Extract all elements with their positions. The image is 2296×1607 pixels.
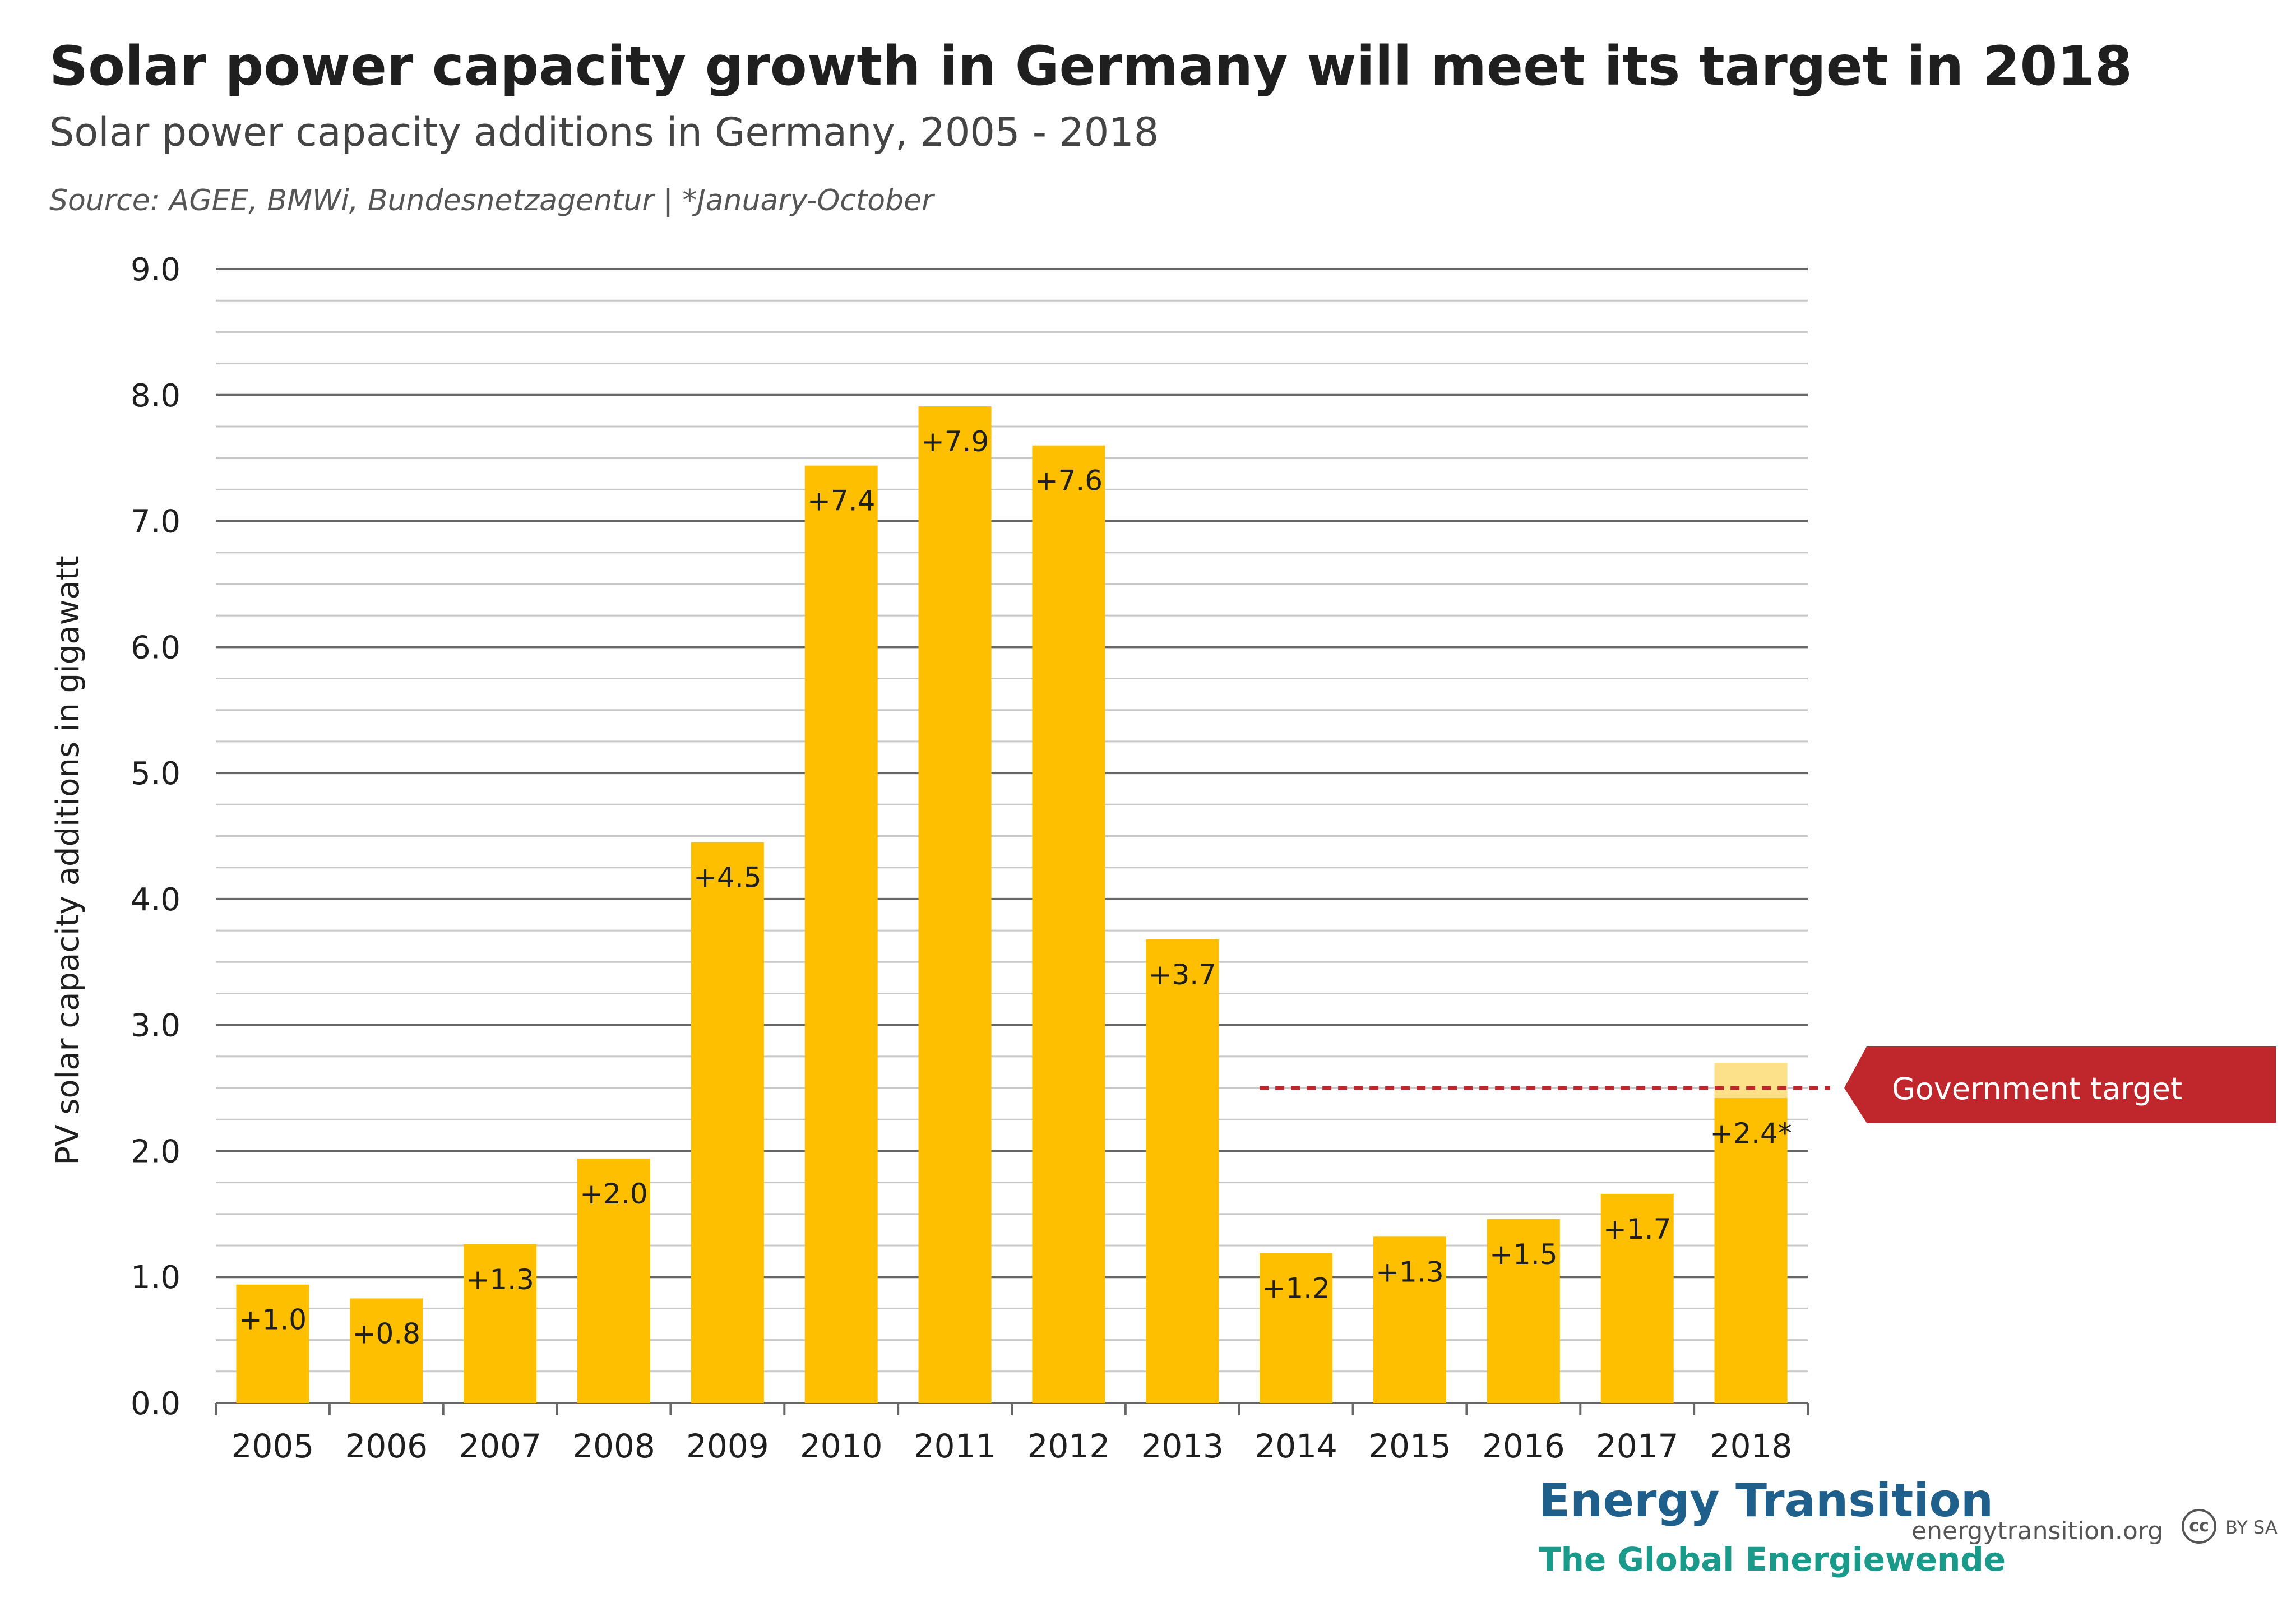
- bar: [1032, 445, 1105, 1403]
- bar: [1714, 1098, 1788, 1403]
- y-tick-label: 2.0: [131, 1133, 180, 1170]
- bar: [1373, 1236, 1446, 1403]
- y-tick-label: 9.0: [131, 252, 180, 288]
- source-note: Source: AGEE, BMWi, Bundesnetzagentur | …: [49, 184, 934, 217]
- bar-value-label: +1.5: [1489, 1238, 1557, 1271]
- bar: [350, 1298, 423, 1403]
- y-tick-label: 7.0: [131, 504, 180, 540]
- x-tick-label: 2014: [1255, 1427, 1337, 1465]
- brand-subtitle: The Global Energiewende: [1539, 1540, 2006, 1578]
- chart-title: Solar power capacity growth in Germany w…: [49, 35, 2132, 98]
- bar: [577, 1158, 650, 1403]
- brand-title: Energy Transition: [1539, 1474, 1994, 1527]
- bar-value-label: +4.5: [693, 862, 761, 894]
- bar: [918, 406, 992, 1403]
- bars: +1.0 +0.8 +1.3 +2.0 +4.5 +7.4 +7.9 +7.6 +3.7 +1.2…: [236, 406, 1792, 1403]
- bar-value-label: +3.7: [1149, 958, 1216, 991]
- y-axis: 0.0 1.0 2.0 3.0 4.0 5.0 6.0 7.0 8.0 9.0: [131, 252, 180, 1422]
- x-tick-label: 2006: [345, 1427, 428, 1465]
- target-annotation: Government target: [1260, 1046, 2276, 1123]
- x-tick-label: 2007: [459, 1427, 541, 1465]
- x-tick-label: 2005: [232, 1427, 314, 1465]
- x-tick-label: 2013: [1141, 1427, 1224, 1465]
- bar-value-label: +2.0: [580, 1178, 647, 1210]
- bar: [236, 1284, 309, 1403]
- bar: [1146, 939, 1219, 1403]
- y-tick-label: 3.0: [131, 1008, 180, 1044]
- x-tick-label: 2018: [1710, 1427, 1793, 1465]
- bar-value-label: +7.9: [921, 425, 989, 458]
- x-tick-label: 2011: [914, 1427, 997, 1465]
- bar-value-label: +1.7: [1603, 1213, 1671, 1245]
- bar: [464, 1244, 537, 1403]
- x-tick-label: 2008: [572, 1427, 655, 1465]
- license-text: BY SA: [2225, 1517, 2278, 1538]
- bar: [1487, 1219, 1560, 1403]
- x-tick-label: 2016: [1482, 1427, 1565, 1465]
- x-tick-label: 2009: [686, 1427, 769, 1465]
- x-tick-label: 2012: [1027, 1427, 1110, 1465]
- bar: [1260, 1253, 1333, 1403]
- y-tick-label: 0.0: [131, 1386, 180, 1422]
- y-tick-label: 1.0: [131, 1259, 180, 1296]
- grid: [216, 268, 1808, 1404]
- x-tick-label: 2010: [800, 1427, 883, 1465]
- bar: [691, 842, 764, 1403]
- x-axis: 2005 2006 2007 2008 2009 2010 2011 2012 2013 2014…: [215, 1403, 1809, 1465]
- bar: [1600, 1193, 1674, 1403]
- target-label: Government target: [1892, 1071, 2182, 1106]
- bar-value-label: +0.8: [353, 1317, 420, 1350]
- target-label-box: [1844, 1046, 2276, 1123]
- bar-value-label: +1.0: [239, 1304, 307, 1336]
- y-tick-label: 6.0: [131, 629, 180, 666]
- x-tick-label: 2017: [1596, 1427, 1679, 1465]
- x-tick-label: 2015: [1368, 1427, 1451, 1465]
- y-tick-label: 5.0: [131, 756, 180, 792]
- chart-subtitle: Solar power capacity additions in German…: [49, 109, 1159, 155]
- y-tick-label: 8.0: [131, 378, 180, 414]
- website-link[interactable]: energytransition.org: [1911, 1517, 2164, 1545]
- bar-value-label: +1.3: [1376, 1256, 1443, 1288]
- bar: [804, 465, 878, 1403]
- creative-commons-icon: cc: [2182, 1509, 2216, 1544]
- bar-value-label: +7.4: [807, 485, 875, 517]
- y-axis-label: PV solar capacity additions in gigawatt: [50, 555, 86, 1165]
- bar-value-label: +1.2: [1262, 1272, 1330, 1305]
- bar-value-label: +2.4*: [1710, 1117, 1792, 1150]
- bar-value-label: +7.6: [1035, 465, 1103, 497]
- y-tick-label: 4.0: [131, 882, 180, 918]
- bar-value-label: +1.3: [466, 1263, 534, 1296]
